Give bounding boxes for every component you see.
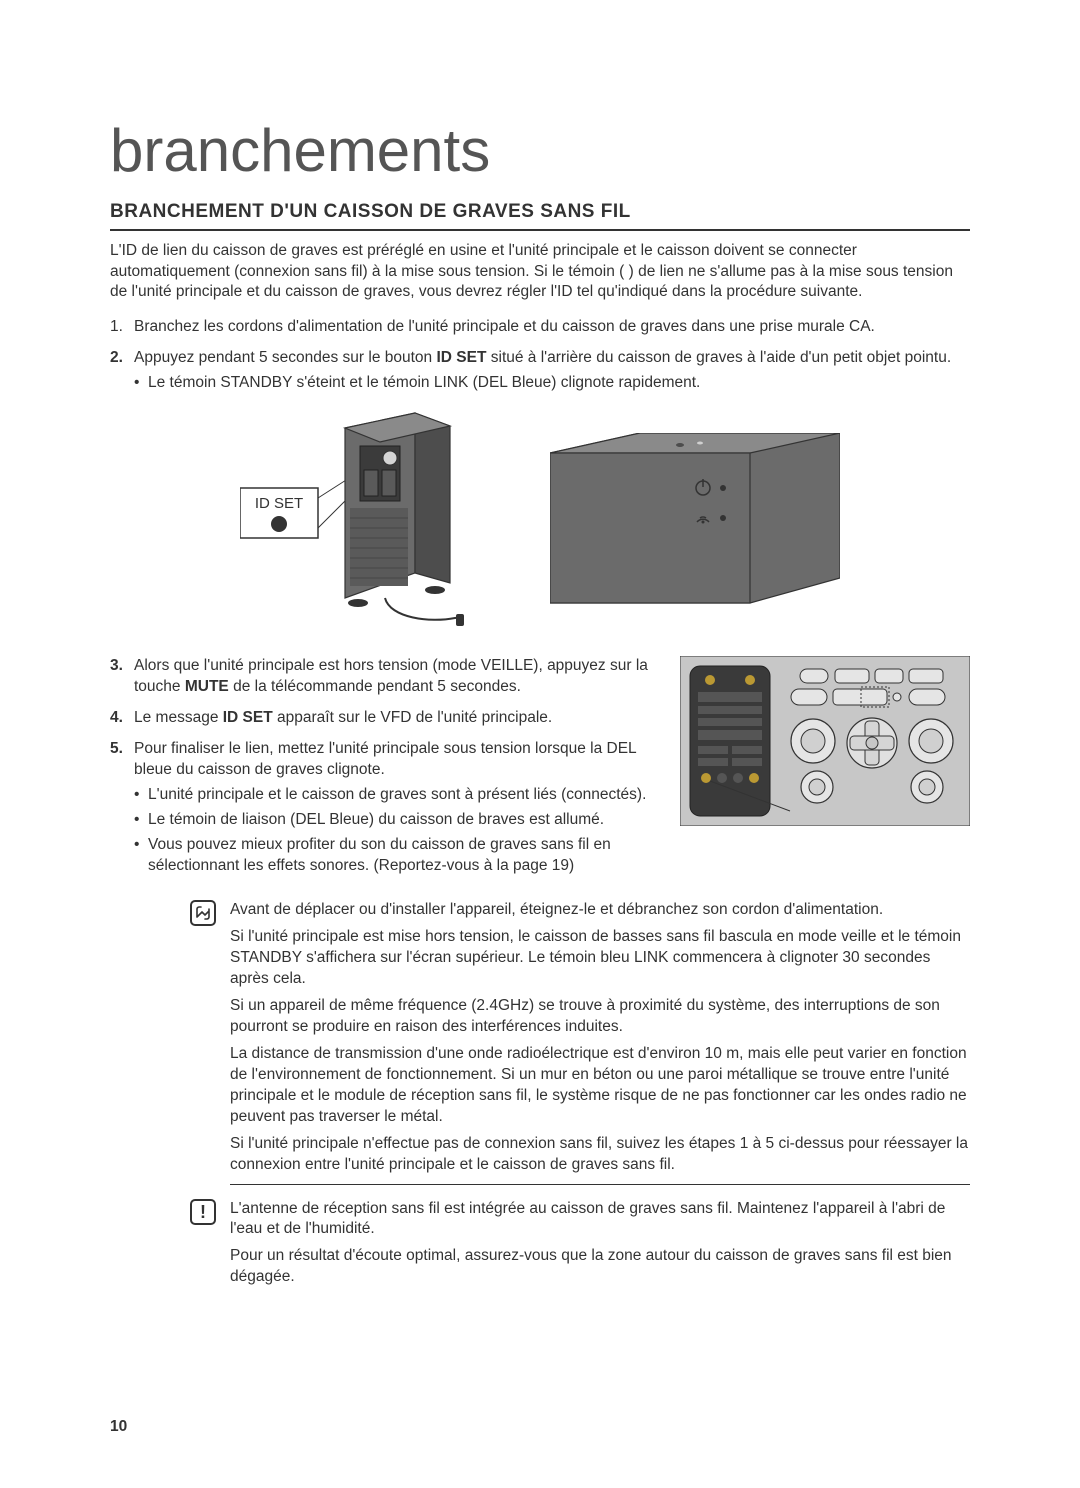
step-subitem: L'unité principale et le caisson de grav…	[134, 785, 664, 806]
step-num: 4.	[110, 708, 123, 729]
step-4: 4. Le message ID SET apparaît sur le VFD…	[110, 708, 664, 729]
note-caution-block: ! L'antenne de réception sans fil est in…	[190, 1199, 970, 1289]
intro-paragraph: L'ID de lien du caisson de graves est pr…	[110, 241, 970, 304]
note-line: Pour un résultat d'écoute optimal, assur…	[230, 1246, 970, 1288]
step-sublist: L'unité principale et le caisson de grav…	[134, 785, 664, 877]
note-line: L'antenne de réception sans fil est inté…	[230, 1199, 970, 1241]
step-subitem: Le témoin STANDBY s'éteint et le témoin …	[134, 373, 970, 394]
step-num: 5.	[110, 739, 123, 760]
figure-mainunit	[550, 433, 840, 613]
steps-2-and-figure: 3. Alors que l'unité principale est hors…	[110, 656, 970, 886]
step-num: 3.	[110, 656, 123, 677]
step-text: Pour finaliser le lien, mettez l'unité p…	[134, 740, 636, 778]
step-subitem: Vous pouvez mieux profiter du son du cai…	[134, 835, 664, 877]
step-num: 1.	[110, 317, 123, 338]
caution-icon: !	[190, 1199, 216, 1225]
step-1: 1. Branchez les cordons d'alimentation d…	[110, 317, 970, 338]
page-number: 10	[110, 1417, 127, 1438]
figure-idset: ID SET	[240, 408, 480, 638]
note-line: Si l'unité principale n'effectue pas de …	[230, 1134, 970, 1176]
step-text: Le message ID SET apparaît sur le VFD de…	[134, 709, 552, 726]
step-5: 5. Pour finaliser le lien, mettez l'unit…	[110, 739, 664, 877]
note-body: L'antenne de réception sans fil est inté…	[230, 1199, 970, 1289]
step-subitem: Le témoin de liaison (DEL Bleue) du cais…	[134, 810, 664, 831]
step-num: 2.	[110, 348, 123, 369]
note-line: La distance de transmission d'une onde r…	[230, 1044, 970, 1128]
figure-remote	[680, 656, 970, 826]
figures-row: ID SET	[110, 408, 970, 638]
idset-label: ID SET	[255, 495, 303, 512]
note-line: Avant de déplacer ou d'installer l'appar…	[230, 900, 970, 921]
page-title: branchements	[110, 110, 970, 191]
step-text: Alors que l'unité principale est hors te…	[134, 657, 648, 695]
note-body: Avant de déplacer ou d'installer l'appar…	[230, 900, 970, 1184]
section-heading: BRANCHEMENT D'UN CAISSON DE GRAVES SANS …	[110, 199, 970, 231]
step-sublist: Le témoin STANDBY s'éteint et le témoin …	[134, 373, 970, 394]
steps-list-1: 1. Branchez les cordons d'alimentation d…	[110, 317, 970, 394]
step-text: Appuyez pendant 5 secondes sur le bouton…	[134, 349, 951, 366]
note-line: Si un appareil de même fréquence (2.4GHz…	[230, 996, 970, 1038]
note-icon	[190, 900, 216, 926]
step-3: 3. Alors que l'unité principale est hors…	[110, 656, 664, 698]
step-text: Branchez les cordons d'alimentation de l…	[134, 318, 875, 335]
note-info-block: Avant de déplacer ou d'installer l'appar…	[190, 900, 970, 1184]
note-line: Si l'unité principale est mise hors tens…	[230, 927, 970, 990]
steps-list-2: 3. Alors que l'unité principale est hors…	[110, 656, 664, 876]
step-2: 2. Appuyez pendant 5 secondes sur le bou…	[110, 348, 970, 394]
